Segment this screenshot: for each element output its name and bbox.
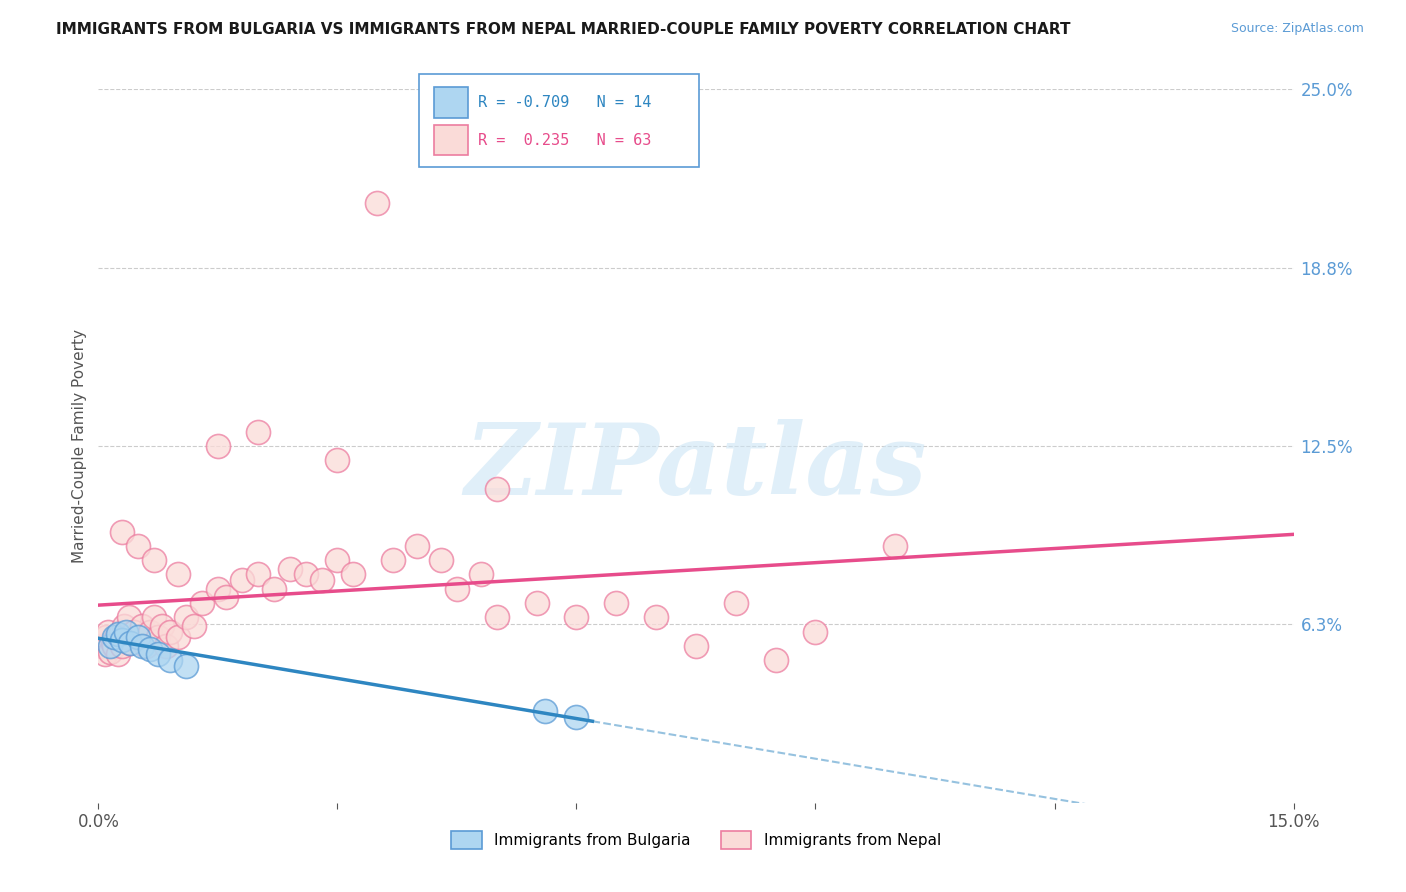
Point (311, 573, 333, 587)
Point (127, 630, 149, 644)
Point (131, 639, 153, 653)
Point (174, 658, 197, 673)
Point (107, 648, 129, 662)
Text: ZIPatlas: ZIPatlas (465, 419, 927, 516)
Point (342, 567, 364, 582)
Point (605, 596, 627, 610)
Point (107, 627, 129, 641)
Point (246, 567, 269, 582)
Point (127, 539, 149, 553)
Point (98, 639, 122, 653)
Point (97, 624, 120, 639)
Point (148, 648, 170, 662)
Point (135, 639, 157, 653)
Point (112, 619, 135, 633)
Point (485, 482, 508, 496)
Point (382, 553, 405, 567)
Point (159, 653, 181, 667)
Point (111, 639, 134, 653)
Point (98, 644, 122, 658)
Point (131, 619, 153, 633)
Point (103, 630, 125, 644)
Point (150, 619, 173, 633)
Point (101, 636, 124, 650)
Text: IMMIGRANTS FROM BULGARIA VS IMMIGRANTS FROM NEPAL MARRIED-COUPLE FAMILY POVERTY : IMMIGRANTS FROM BULGARIA VS IMMIGRANTS F… (56, 22, 1071, 37)
Point (139, 624, 162, 639)
Point (155, 639, 177, 653)
Point (91, 639, 114, 653)
Point (884, 539, 907, 553)
Point (127, 630, 149, 644)
Text: R = -0.709   N = 14: R = -0.709 N = 14 (478, 95, 651, 110)
Point (111, 524, 134, 539)
Point (446, 582, 468, 596)
Point (120, 636, 142, 650)
Point (215, 591, 238, 605)
Point (533, 705, 555, 719)
Point (120, 636, 142, 650)
Point (96, 630, 118, 644)
Point (565, 710, 588, 724)
Point (430, 553, 453, 567)
Point (526, 596, 548, 610)
Point (765, 653, 787, 667)
Point (115, 624, 138, 639)
Point (231, 573, 253, 587)
Point (159, 624, 181, 639)
Point (174, 610, 197, 624)
Point (804, 624, 827, 639)
Point (94, 648, 117, 662)
Point (143, 610, 166, 624)
Point (183, 619, 205, 633)
Point (645, 610, 668, 624)
Point (470, 567, 492, 582)
Point (103, 639, 125, 653)
Point (406, 539, 429, 553)
Point (326, 553, 349, 567)
Y-axis label: Married-Couple Family Poverty: Married-Couple Family Poverty (72, 329, 87, 563)
Point (278, 562, 301, 576)
Point (263, 582, 285, 596)
Point (110, 624, 132, 639)
Text: Source: ZipAtlas.com: Source: ZipAtlas.com (1230, 22, 1364, 36)
Point (115, 630, 138, 644)
Point (191, 596, 214, 610)
Point (143, 553, 166, 567)
Point (685, 639, 707, 653)
Point (124, 624, 146, 639)
Point (565, 610, 588, 624)
Point (148, 630, 170, 644)
Point (207, 582, 229, 596)
Point (167, 630, 190, 644)
Point (246, 425, 269, 439)
Point (118, 610, 141, 624)
Point (207, 439, 229, 453)
Text: R =  0.235   N = 63: R = 0.235 N = 63 (478, 133, 651, 147)
Point (294, 567, 316, 582)
Point (111, 633, 134, 648)
Point (326, 453, 349, 467)
Legend: Immigrants from Bulgaria, Immigrants from Nepal: Immigrants from Bulgaria, Immigrants fro… (451, 831, 941, 848)
Point (485, 610, 508, 624)
Point (366, 196, 388, 211)
Point (724, 596, 747, 610)
Point (139, 641, 162, 656)
Point (167, 567, 190, 582)
Point (104, 630, 127, 644)
